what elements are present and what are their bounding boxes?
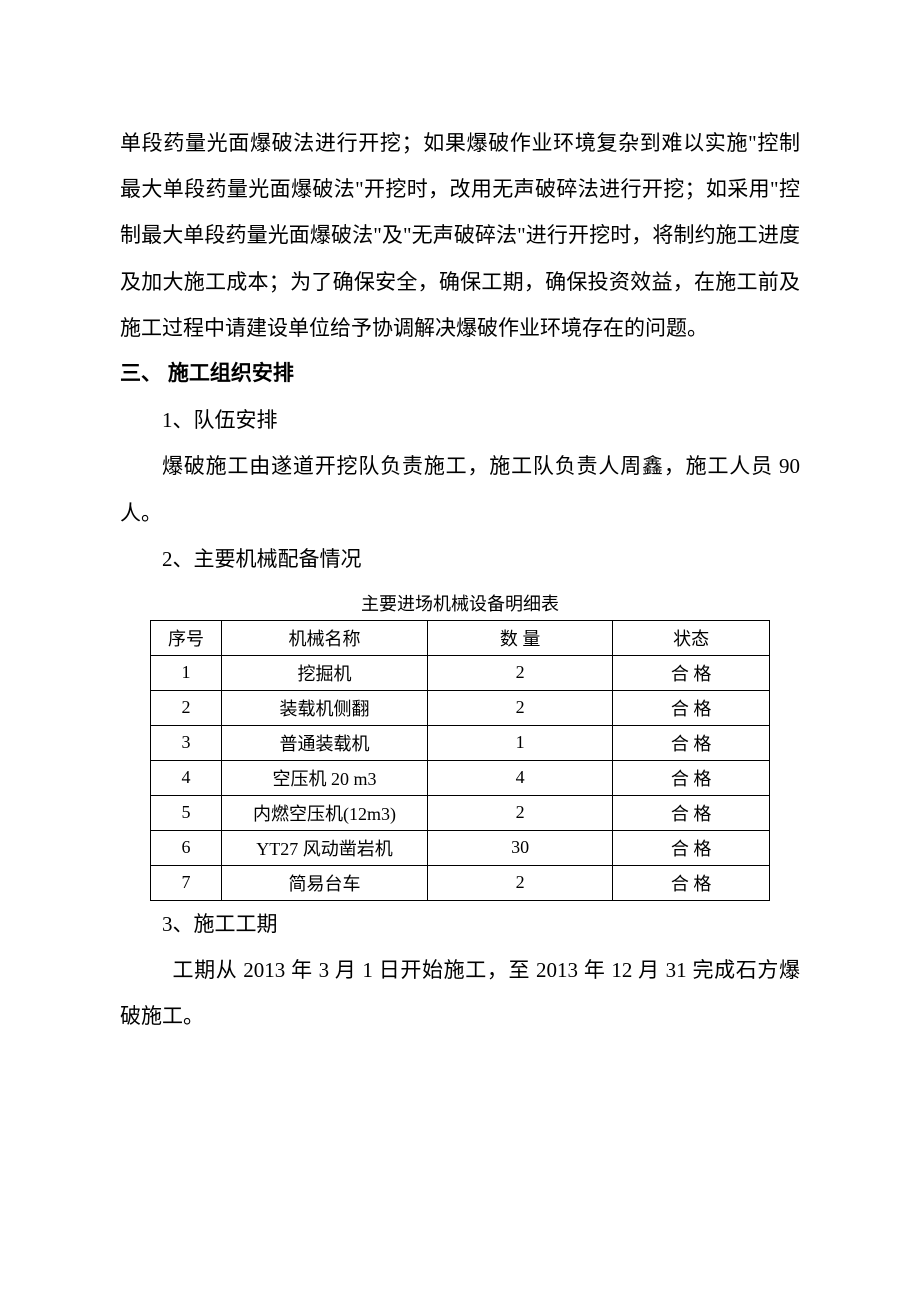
cell-qty: 30	[428, 830, 613, 865]
cell-qty: 2	[428, 690, 613, 725]
subsection-3-body: 工期从 2013 年 3 月 1 日开始施工，至 2013 年 12 月 31 …	[120, 947, 800, 1039]
cell-name: YT27 风动凿岩机	[222, 830, 428, 865]
header-name: 机械名称	[222, 620, 428, 655]
table-header-row: 序号 机械名称 数 量 状态	[151, 620, 770, 655]
cell-seq: 5	[151, 795, 222, 830]
table-row: 6 YT27 风动凿岩机 30 合 格	[151, 830, 770, 865]
cell-qty: 2	[428, 795, 613, 830]
header-state: 状态	[613, 620, 770, 655]
cell-seq: 6	[151, 830, 222, 865]
table-row: 3 普通装载机 1 合 格	[151, 725, 770, 760]
cell-name: 简易台车	[222, 865, 428, 900]
cell-qty: 2	[428, 655, 613, 690]
table-row: 5 内燃空压机(12m3) 2 合 格	[151, 795, 770, 830]
cell-state: 合 格	[613, 865, 770, 900]
table-row: 1 挖掘机 2 合 格	[151, 655, 770, 690]
subsection-3-title: 3、施工工期	[120, 901, 800, 947]
cell-qty: 1	[428, 725, 613, 760]
table-row: 2 装载机侧翻 2 合 格	[151, 690, 770, 725]
cell-qty: 2	[428, 865, 613, 900]
cell-state: 合 格	[613, 725, 770, 760]
table-row: 4 空压机 20 m3 4 合 格	[151, 760, 770, 795]
paragraph-continuation: 单段药量光面爆破法进行开挖；如果爆破作业环境复杂到难以实施"控制最大单段药量光面…	[120, 120, 800, 351]
cell-state: 合 格	[613, 655, 770, 690]
cell-name: 装载机侧翻	[222, 690, 428, 725]
cell-seq: 2	[151, 690, 222, 725]
table-row: 7 简易台车 2 合 格	[151, 865, 770, 900]
cell-state: 合 格	[613, 795, 770, 830]
equipment-table: 序号 机械名称 数 量 状态 1 挖掘机 2 合 格 2 装载机侧翻 2 合 格…	[150, 620, 770, 901]
cell-state: 合 格	[613, 830, 770, 865]
cell-name: 空压机 20 m3	[222, 760, 428, 795]
document-page: 单段药量光面爆破法进行开挖；如果爆破作业环境复杂到难以实施"控制最大单段药量光面…	[0, 0, 920, 1302]
header-qty: 数 量	[428, 620, 613, 655]
cell-name: 挖掘机	[222, 655, 428, 690]
cell-state: 合 格	[613, 690, 770, 725]
cell-name: 内燃空压机(12m3)	[222, 795, 428, 830]
cell-seq: 7	[151, 865, 222, 900]
subsection-2-title: 2、主要机械配备情况	[120, 536, 800, 582]
cell-seq: 3	[151, 725, 222, 760]
cell-seq: 1	[151, 655, 222, 690]
subsection-1-title: 1、队伍安排	[120, 397, 800, 443]
cell-state: 合 格	[613, 760, 770, 795]
subsection-1-body: 爆破施工由遂道开挖队负责施工，施工队负责人周鑫，施工人员 90人。	[120, 443, 800, 535]
cell-seq: 4	[151, 760, 222, 795]
cell-name: 普通装载机	[222, 725, 428, 760]
equipment-table-caption: 主要进场机械设备明细表	[120, 590, 800, 616]
cell-qty: 4	[428, 760, 613, 795]
header-seq: 序号	[151, 620, 222, 655]
section-3-heading: 三、 施工组织安排	[120, 351, 800, 397]
